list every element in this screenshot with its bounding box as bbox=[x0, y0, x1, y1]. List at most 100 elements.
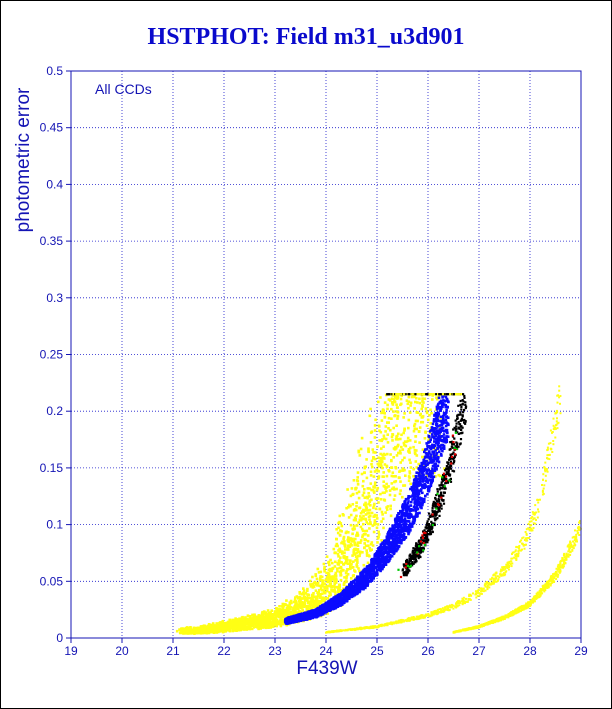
data-point bbox=[298, 591, 301, 594]
data-point bbox=[266, 620, 270, 623]
data-point bbox=[330, 599, 334, 602]
data-point bbox=[350, 540, 354, 543]
data-point bbox=[362, 522, 365, 526]
data-point bbox=[368, 499, 372, 503]
data-point bbox=[440, 421, 444, 424]
data-point bbox=[353, 570, 357, 573]
data-point bbox=[373, 436, 377, 439]
data-point bbox=[441, 445, 444, 448]
data-point bbox=[290, 615, 294, 618]
data-point bbox=[365, 551, 369, 555]
data-point bbox=[303, 616, 306, 619]
data-point bbox=[348, 583, 351, 587]
data-point bbox=[221, 630, 225, 634]
data-point bbox=[238, 617, 241, 620]
data-point bbox=[401, 504, 404, 507]
data-point bbox=[304, 591, 308, 595]
data-point bbox=[384, 511, 387, 514]
data-point bbox=[351, 493, 354, 496]
data-point bbox=[376, 445, 379, 448]
data-point bbox=[444, 441, 447, 444]
data-point bbox=[336, 544, 339, 548]
data-point bbox=[398, 535, 401, 538]
data-point bbox=[339, 571, 342, 575]
data-point bbox=[382, 498, 386, 501]
data-point bbox=[393, 528, 396, 532]
data-point bbox=[362, 533, 366, 536]
data-point bbox=[316, 596, 319, 600]
data-point bbox=[413, 395, 416, 399]
data-point bbox=[445, 428, 449, 432]
data-point bbox=[418, 397, 421, 401]
data-point bbox=[354, 588, 358, 592]
data-point bbox=[362, 508, 365, 512]
data-point bbox=[345, 561, 348, 565]
data-point bbox=[424, 430, 427, 434]
data-point bbox=[363, 576, 367, 580]
data-point bbox=[358, 588, 361, 592]
data-point bbox=[398, 525, 401, 529]
data-point bbox=[380, 564, 383, 567]
data-point bbox=[355, 551, 358, 555]
data-point bbox=[245, 619, 249, 622]
data-point bbox=[437, 460, 441, 464]
data-point bbox=[384, 539, 387, 542]
data-point bbox=[353, 508, 357, 511]
data-point bbox=[400, 511, 404, 514]
data-point bbox=[306, 617, 310, 620]
data-point bbox=[434, 475, 437, 478]
data-point bbox=[305, 607, 309, 611]
data-point bbox=[374, 451, 377, 454]
data-point bbox=[338, 529, 342, 532]
data-point bbox=[367, 515, 371, 518]
data-point bbox=[373, 470, 377, 473]
data-point bbox=[420, 477, 423, 480]
data-point bbox=[400, 445, 403, 449]
data-point bbox=[288, 603, 292, 606]
data-point bbox=[382, 434, 386, 438]
data-point bbox=[365, 566, 369, 569]
data-point bbox=[412, 505, 416, 509]
data-point bbox=[431, 398, 434, 401]
data-point bbox=[381, 453, 384, 457]
data-point bbox=[387, 416, 391, 420]
data-point bbox=[413, 427, 417, 430]
data-point bbox=[374, 457, 377, 461]
data-point bbox=[414, 476, 418, 480]
data-point bbox=[427, 434, 431, 438]
data-point bbox=[369, 441, 373, 444]
data-point bbox=[316, 567, 320, 571]
data-point bbox=[362, 579, 365, 583]
data-point bbox=[275, 618, 279, 622]
data-point bbox=[373, 566, 376, 569]
data-point bbox=[415, 471, 418, 474]
data-point bbox=[310, 598, 314, 601]
data-point bbox=[273, 622, 276, 625]
data-point bbox=[307, 610, 311, 614]
data-point bbox=[334, 601, 337, 604]
data-point bbox=[331, 577, 334, 581]
data-point bbox=[381, 556, 385, 559]
data-point bbox=[346, 547, 350, 551]
data-point bbox=[430, 455, 434, 458]
data-point bbox=[308, 579, 312, 583]
data-point bbox=[416, 498, 419, 502]
data-point bbox=[323, 565, 326, 569]
data-point bbox=[193, 627, 196, 631]
data-point bbox=[437, 412, 441, 416]
data-point bbox=[431, 435, 434, 439]
data-point bbox=[292, 600, 296, 604]
data-point bbox=[391, 439, 394, 442]
data-point bbox=[394, 519, 397, 523]
data-point bbox=[384, 555, 387, 559]
data-point bbox=[370, 579, 373, 582]
data-point bbox=[393, 398, 396, 401]
data-point bbox=[335, 537, 338, 541]
data-point bbox=[370, 558, 373, 562]
data-point bbox=[248, 624, 252, 628]
data-point bbox=[339, 565, 343, 569]
data-point bbox=[414, 498, 418, 502]
data-point bbox=[418, 426, 422, 429]
data-point bbox=[353, 516, 357, 520]
data-point bbox=[397, 512, 400, 515]
